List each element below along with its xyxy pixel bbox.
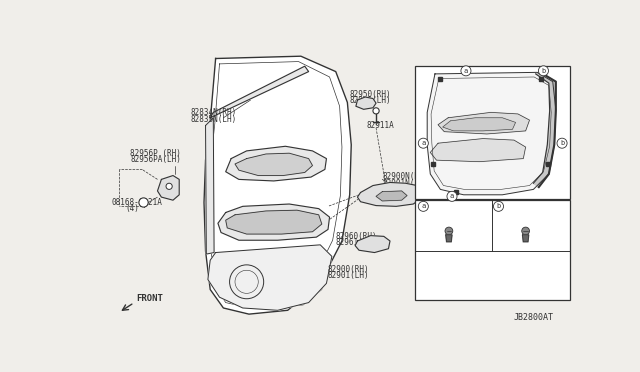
- Circle shape: [447, 191, 457, 201]
- Polygon shape: [376, 191, 407, 201]
- Text: ★B2900FB(RH): ★B2900FB(RH): [497, 208, 550, 214]
- Polygon shape: [208, 245, 332, 310]
- Text: b: b: [497, 203, 500, 209]
- Circle shape: [373, 108, 379, 114]
- Text: 82834N(RH): 82834N(RH): [191, 109, 237, 118]
- Circle shape: [445, 227, 452, 235]
- Text: 82950(RH): 82950(RH): [349, 90, 391, 99]
- Polygon shape: [522, 235, 529, 242]
- Text: 82835N(LH): 82835N(LH): [191, 115, 237, 124]
- Text: a: a: [421, 140, 426, 146]
- Polygon shape: [438, 112, 529, 134]
- Text: 82911A: 82911A: [367, 121, 394, 130]
- Text: 82961(LH): 82961(LH): [336, 238, 378, 247]
- Text: FRONT: FRONT: [136, 294, 163, 303]
- Text: 82901(LH): 82901(LH): [328, 271, 370, 280]
- Text: b: b: [541, 68, 545, 74]
- Text: 82900(RH): 82900(RH): [328, 265, 370, 274]
- Text: (4): (4): [125, 204, 139, 213]
- Polygon shape: [428, 73, 556, 195]
- Circle shape: [493, 201, 504, 211]
- Polygon shape: [226, 210, 322, 234]
- Text: ★B2900F  (RH): ★B2900F (RH): [429, 208, 486, 214]
- Text: ★B2900FA(LH): ★B2900FA(LH): [429, 214, 481, 220]
- Polygon shape: [235, 153, 312, 176]
- Text: 82900N(RH): 82900N(RH): [382, 172, 429, 182]
- Text: IN THE PART CODE  82900(RH): IN THE PART CODE 82900(RH): [417, 257, 535, 264]
- Polygon shape: [430, 139, 525, 162]
- Circle shape: [419, 201, 428, 211]
- Bar: [415, 200, 570, 300]
- Polygon shape: [533, 73, 556, 187]
- Polygon shape: [358, 183, 422, 206]
- Text: 82960(RH): 82960(RH): [336, 232, 378, 241]
- Text: 08168-6121A: 08168-6121A: [111, 198, 162, 207]
- Circle shape: [538, 66, 548, 76]
- Polygon shape: [204, 56, 351, 314]
- Circle shape: [557, 138, 567, 148]
- Text: 82901N(LH): 82901N(LH): [382, 179, 429, 187]
- Text: 82956PA(LH): 82956PA(LH): [131, 155, 181, 164]
- Text: a: a: [421, 203, 426, 209]
- Polygon shape: [443, 118, 516, 131]
- Bar: [415, 66, 570, 199]
- Polygon shape: [210, 66, 308, 118]
- Polygon shape: [205, 118, 214, 254]
- Text: JB2800AT: JB2800AT: [514, 313, 554, 322]
- Circle shape: [522, 227, 529, 235]
- Text: 82901(LH): 82901(LH): [417, 264, 535, 271]
- Polygon shape: [157, 176, 179, 200]
- Text: a: a: [450, 193, 454, 199]
- Text: 82956P (RH): 82956P (RH): [131, 149, 181, 158]
- Circle shape: [166, 183, 172, 189]
- Text: a: a: [464, 68, 468, 74]
- Polygon shape: [446, 235, 452, 242]
- Polygon shape: [218, 204, 330, 240]
- Polygon shape: [226, 146, 326, 181]
- Text: 82951(LH): 82951(LH): [349, 96, 391, 105]
- Circle shape: [419, 138, 428, 148]
- Polygon shape: [355, 235, 390, 253]
- Circle shape: [461, 66, 471, 76]
- Text: b: b: [560, 140, 564, 146]
- Polygon shape: [356, 97, 376, 109]
- Circle shape: [139, 198, 148, 207]
- Text: PARTS MARKED ★ARE INCLUDED: PARTS MARKED ★ARE INCLUDED: [417, 251, 531, 257]
- Text: FRONT: FRONT: [525, 168, 548, 177]
- Text: ★B2900FC(LH): ★B2900FC(LH): [497, 214, 550, 220]
